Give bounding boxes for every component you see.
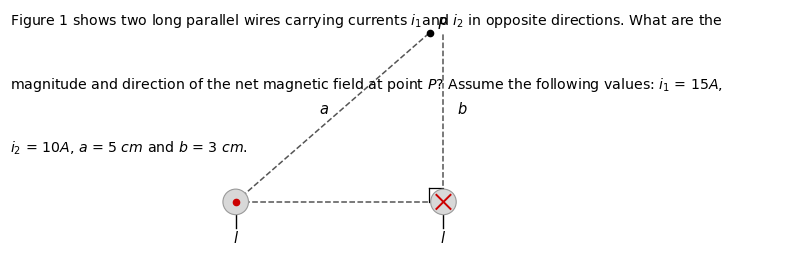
Ellipse shape: [431, 189, 456, 215]
Text: $l$: $l$: [233, 230, 239, 247]
Text: P: P: [438, 17, 447, 32]
Text: a: a: [319, 102, 328, 117]
Text: Figure 1 shows two long parallel wires carrying currents $i_1$and $i_2$ in oppos: Figure 1 shows two long parallel wires c…: [10, 12, 722, 30]
Ellipse shape: [223, 189, 248, 215]
Text: magnitude and direction of the net magnetic field at point $P$? Assume the follo: magnitude and direction of the net magne…: [10, 76, 722, 94]
Text: $i_2$ = 10$A$, $a$ = 5 $cm$ and $b$ = 3 $cm$.: $i_2$ = 10$A$, $a$ = 5 $cm$ and $b$ = 3 …: [10, 140, 248, 157]
Text: b: b: [457, 102, 467, 117]
Text: $l$: $l$: [440, 230, 447, 247]
